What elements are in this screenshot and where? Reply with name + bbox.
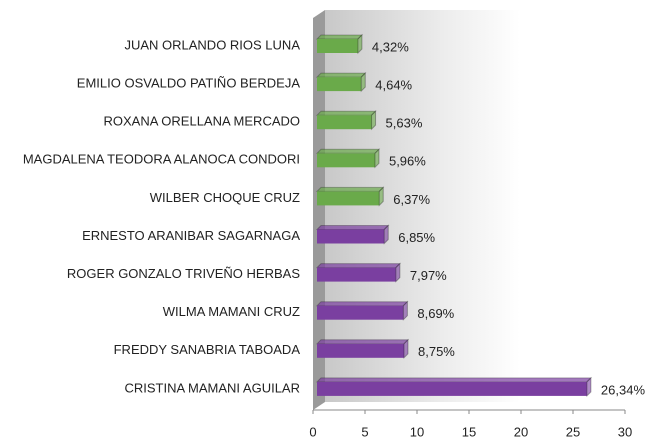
x-tick-label: 25 (566, 424, 580, 439)
value-label: 7,97% (410, 268, 447, 283)
value-label: 5,63% (386, 116, 423, 131)
bar-end (378, 186, 384, 207)
bar-top (315, 301, 409, 307)
bar-end (360, 71, 366, 93)
y-tick-label: ERNESTO ARANIBAR SAGARNAGA (82, 228, 300, 243)
y-tick-label: EMILIO OSVALDO PATIÑO BERDEJA (77, 76, 301, 91)
bar-top (315, 72, 367, 78)
value-label: 5,96% (389, 154, 426, 169)
x-tick-label: 5 (361, 424, 368, 439)
bar-end (383, 224, 389, 245)
bar-top (315, 263, 402, 269)
y-tick-label: FREDDY SANABRIA TABOADA (114, 342, 301, 357)
x-tick-label: 20 (514, 424, 528, 439)
x-tick-label: 0 (309, 424, 316, 439)
bar-end (395, 262, 401, 283)
value-label: 8,75% (418, 344, 455, 359)
bar-end (371, 109, 377, 131)
y-tick-label: JUAN ORLANDO RIOS LUNA (124, 37, 300, 52)
bar-end (357, 33, 363, 55)
bar-top (315, 377, 593, 383)
x-tick-label: 15 (462, 424, 476, 439)
bar (317, 343, 404, 358)
bar (317, 39, 358, 53)
value-label: 6,37% (393, 192, 430, 207)
bar-end (374, 148, 380, 169)
value-label: 8,69% (417, 306, 454, 321)
value-label: 4,32% (372, 39, 409, 54)
bar-top (315, 339, 410, 345)
bar-top (315, 225, 390, 230)
bar (317, 381, 587, 396)
bar (317, 191, 380, 206)
y-tick-label: CRISTINA MAMANI AGUILAR (124, 380, 300, 395)
x-tick-label: 30 (618, 424, 632, 439)
bar (317, 115, 372, 130)
bar-top (315, 186, 385, 192)
bar (317, 267, 396, 282)
y-tick-label: ROGER GONZALO TRIVEÑO HERBAS (67, 266, 300, 281)
bar-end (586, 376, 592, 398)
y-tick-label: WILMA MAMANI CRUZ (163, 304, 300, 319)
bar-top (315, 110, 377, 116)
bar (317, 153, 375, 168)
y-tick-label: WILBER CHOQUE CRUZ (150, 190, 300, 205)
bar (317, 77, 362, 92)
bar-end (403, 338, 409, 360)
value-label: 6,85% (398, 230, 435, 245)
y-tick-label: ROXANA ORELLANA MERCADO (104, 114, 301, 129)
x-tick-label: 10 (410, 424, 424, 439)
bar (317, 229, 385, 244)
bar-end (402, 300, 408, 321)
bar-top (315, 34, 364, 40)
bar-top (315, 148, 381, 154)
value-label: 4,64% (375, 78, 412, 93)
value-label: 26,34% (601, 382, 646, 397)
bar (317, 305, 404, 320)
y-tick-label: MAGDALENA TEODORA ALANOCA CONDORI (23, 152, 300, 167)
